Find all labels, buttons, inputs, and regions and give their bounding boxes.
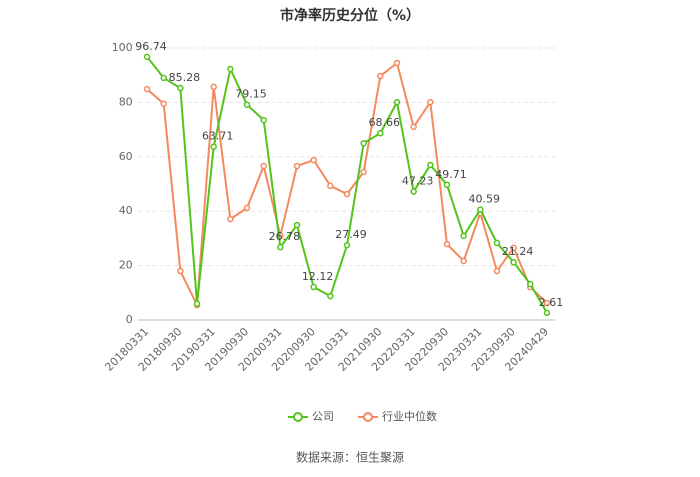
data-point bbox=[210, 143, 217, 150]
data-point bbox=[510, 258, 517, 266]
data-label: 27.49 bbox=[335, 228, 367, 241]
data-point bbox=[160, 100, 167, 108]
data-point bbox=[377, 72, 384, 80]
legend-swatch bbox=[293, 412, 303, 422]
data-label: 12.12 bbox=[302, 270, 334, 283]
data-point bbox=[543, 309, 551, 317]
data-point bbox=[293, 162, 301, 170]
data-point bbox=[443, 181, 451, 189]
data-label: 96.74 bbox=[135, 40, 167, 53]
data-point bbox=[177, 84, 184, 92]
data-label: 40.59 bbox=[469, 193, 501, 206]
data-point bbox=[443, 240, 451, 248]
data-label: 21.24 bbox=[502, 245, 534, 258]
legend-swatch bbox=[363, 412, 373, 422]
data-point bbox=[527, 280, 534, 288]
data-point bbox=[310, 156, 317, 164]
data-point bbox=[260, 162, 267, 170]
series-line bbox=[146, 61, 548, 309]
y-tick-label: 80 bbox=[119, 95, 133, 108]
data-point bbox=[427, 98, 434, 106]
data-label: 85.28 bbox=[169, 71, 201, 84]
data-label: 63.71 bbox=[202, 130, 234, 143]
legend-label: 行业中位数 bbox=[382, 409, 437, 423]
data-label: 49.71 bbox=[435, 168, 467, 181]
data-point bbox=[460, 257, 467, 265]
y-tick-label: 0 bbox=[126, 313, 133, 326]
data-point bbox=[277, 243, 284, 251]
data-point bbox=[243, 204, 251, 212]
y-tick-label: 60 bbox=[119, 150, 133, 163]
data-label: 79.15 bbox=[235, 88, 267, 101]
y-tick-label: 100 bbox=[112, 41, 133, 54]
data-point bbox=[360, 168, 367, 176]
data-point bbox=[393, 98, 401, 106]
data-point bbox=[493, 267, 501, 275]
data-point bbox=[227, 215, 234, 223]
data-point bbox=[293, 221, 301, 229]
chart-title: 市净率历史分位（%） bbox=[280, 7, 420, 24]
data-point bbox=[260, 116, 267, 124]
legend-item: 行业中位数 bbox=[358, 409, 437, 423]
data-point bbox=[327, 292, 334, 300]
y-tick-label: 20 bbox=[119, 259, 133, 272]
data-point bbox=[543, 299, 551, 307]
data-point bbox=[477, 206, 484, 213]
legend-label: 公司 bbox=[312, 410, 334, 423]
data-point bbox=[227, 65, 234, 73]
y-tick-label: 40 bbox=[119, 204, 133, 217]
data-point bbox=[343, 190, 351, 198]
data-point bbox=[360, 139, 367, 147]
data-label: 2.61 bbox=[539, 296, 564, 309]
data-point bbox=[210, 83, 217, 91]
data-point bbox=[427, 161, 434, 169]
data-label: 26.78 bbox=[269, 230, 301, 243]
data-point bbox=[460, 232, 467, 240]
data-point bbox=[243, 101, 251, 108]
data-point bbox=[410, 123, 417, 131]
data-point bbox=[327, 182, 334, 190]
data-label: 68.66 bbox=[369, 116, 401, 129]
data-point bbox=[377, 129, 384, 137]
data-point bbox=[310, 283, 317, 291]
data-point bbox=[143, 53, 151, 61]
legend-item: 公司 bbox=[288, 410, 334, 423]
data-point bbox=[193, 300, 201, 307]
data-point bbox=[143, 85, 151, 93]
source-note: 数据来源：恒生聚源 bbox=[296, 450, 404, 465]
data-point bbox=[410, 188, 417, 195]
data-point bbox=[493, 239, 501, 247]
data-point bbox=[343, 241, 351, 249]
data-point bbox=[393, 59, 401, 67]
data-point bbox=[510, 244, 517, 252]
data-point bbox=[177, 267, 184, 275]
data-point bbox=[160, 74, 167, 82]
data-label: 47.23 bbox=[402, 175, 434, 188]
